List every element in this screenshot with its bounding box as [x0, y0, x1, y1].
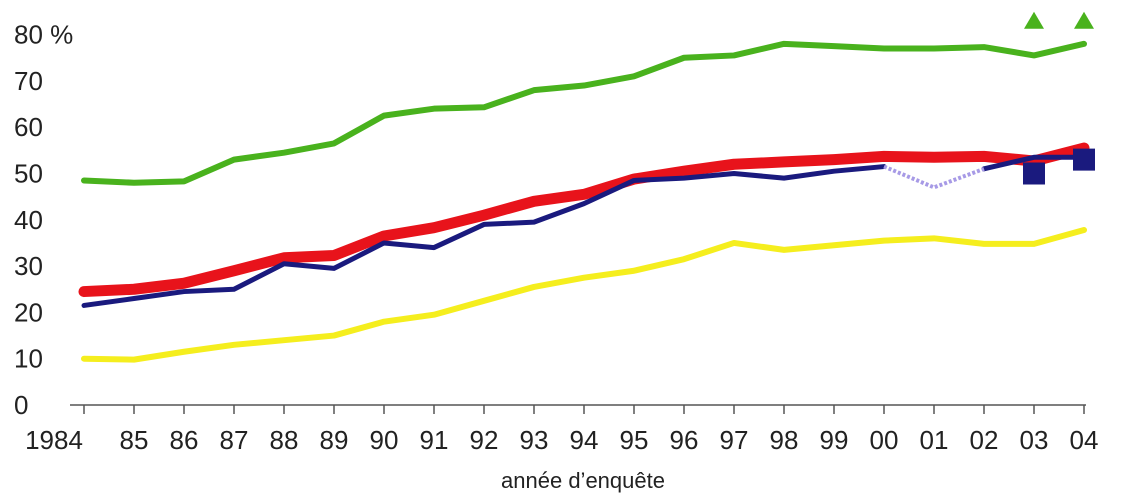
y-axis: 0 10 20 30 40 50 60 70 80 %	[14, 20, 73, 420]
x-tick-label: 89	[320, 425, 349, 455]
x-tick-label: 90	[370, 425, 399, 455]
x-tick-label: 91	[420, 425, 449, 455]
x-tick-label: 93	[520, 425, 549, 455]
series-dotted-segment	[883, 164, 985, 190]
x-tick-label: 88	[270, 425, 299, 455]
square-marker	[1023, 162, 1045, 185]
x-tick-label: 02	[970, 425, 999, 455]
x-tick-label: 85	[120, 425, 149, 455]
x-tick-label: 86	[170, 425, 199, 455]
series-line-1	[81, 40, 1087, 186]
y-tick-label: 30	[14, 251, 43, 281]
y-tick-label: 50	[14, 159, 43, 189]
x-axis-title: année d’enquête	[501, 468, 665, 493]
x-axis: 1984 85 86 87 88 89 90 91 92 93 94 95 96 97 98 99 00 01 02…	[25, 404, 1099, 455]
series-line-4	[81, 164, 887, 308]
x-tick-label: 04	[1070, 425, 1099, 455]
x-tick-label: 99	[820, 425, 849, 455]
series-line-4	[981, 154, 1087, 172]
x-tick-label: 03	[1020, 425, 1049, 455]
y-tick-label: 10	[14, 344, 43, 374]
square-marker	[1073, 148, 1095, 171]
x-tick-label: 97	[720, 425, 749, 455]
triangle-marker	[1074, 11, 1094, 29]
x-tick-label: 01	[920, 425, 949, 455]
x-tick-label: 94	[570, 425, 599, 455]
series-line-3	[78, 142, 1090, 298]
x-tick-label: 92	[470, 425, 499, 455]
y-tick-label: 70	[14, 66, 43, 96]
y-tick-label: 80 %	[14, 20, 73, 50]
y-tick-label: 40	[14, 205, 43, 235]
series-line-2	[81, 226, 1087, 363]
y-tick-label: 60	[14, 112, 43, 142]
x-tick-label: 87	[220, 425, 249, 455]
triangle-marker	[1024, 11, 1044, 29]
series-layer	[78, 40, 1090, 363]
x-tick-label: 00	[870, 425, 899, 455]
marker-layer	[1023, 11, 1095, 185]
y-tick-label: 20	[14, 297, 43, 327]
x-tick-label: 98	[770, 425, 799, 455]
x-tick-label: 96	[670, 425, 699, 455]
y-tick-label: 0	[14, 390, 28, 420]
x-tick-label: 95	[620, 425, 649, 455]
x-tick-label: 1984	[25, 425, 83, 455]
